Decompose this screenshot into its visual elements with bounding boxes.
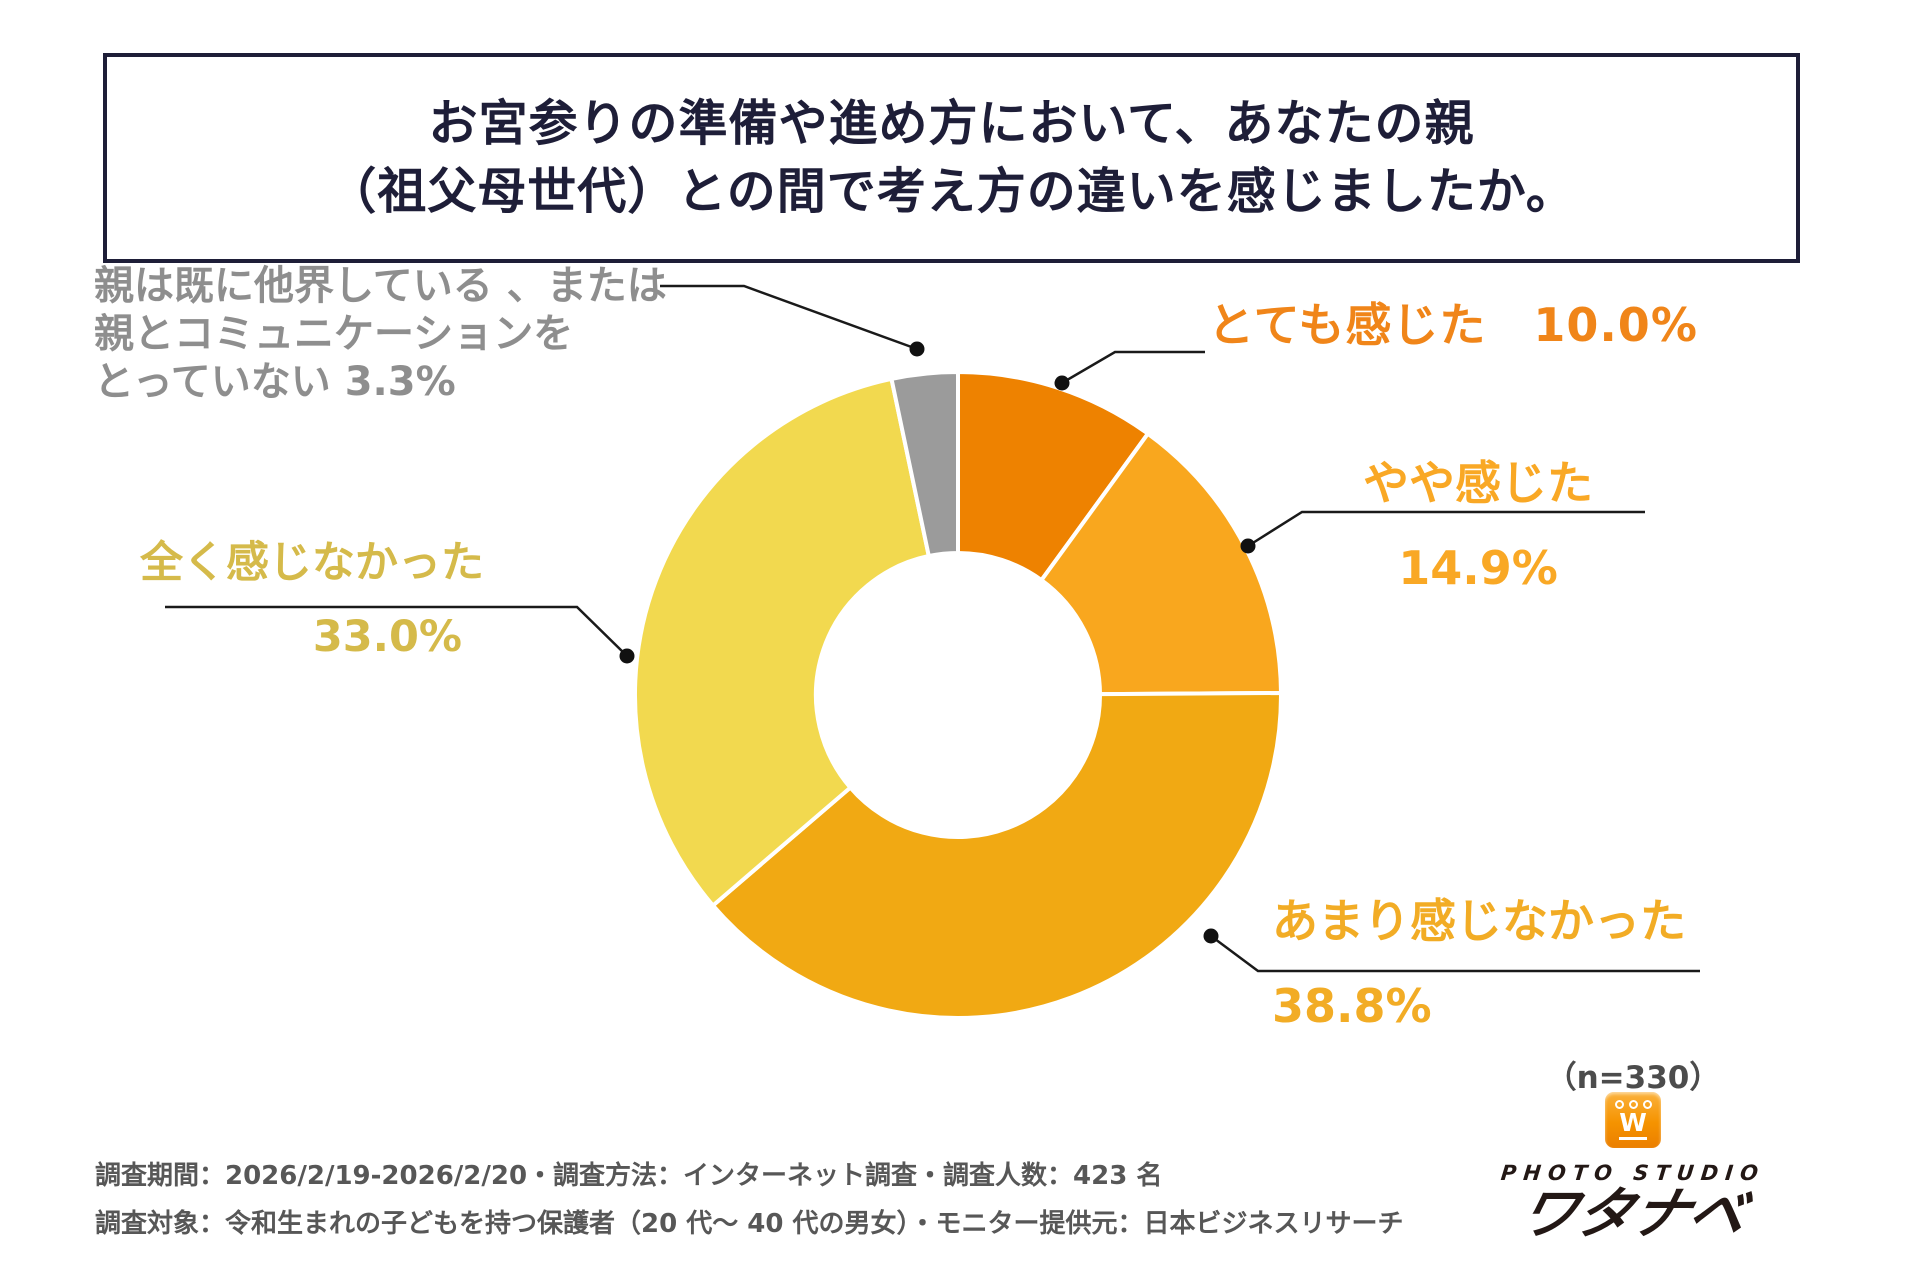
leader-dot [1054, 375, 1070, 391]
donut-segment [633, 376, 931, 908]
callout-label: やや感じた [1363, 456, 1593, 510]
leader-dot [619, 648, 635, 664]
callout-label: 全く感じなかった [140, 538, 484, 588]
watanabe-crown-badge-icon: W [1605, 1092, 1661, 1148]
logo-name-text: ワタナベ [1513, 1182, 1754, 1247]
leader-dot [909, 341, 925, 357]
callout-parents-passed-or-no-contact: 親は既に他界している 、または 親とコミュニケーションを とっていない 3.3% [94, 262, 667, 406]
callout-not-at-all-felt: 全く感じなかった 33.0% [140, 538, 484, 663]
footnote-line-1: 調査期間：2026/2/19-2026/2/20・調査方法：インターネット調査・… [95, 1161, 1163, 1191]
title-box: お宮参りの準備や進め方において、あなたの親 （祖父母世代）との間で考え方の違いを… [103, 53, 1800, 263]
callout-label: とても感じた 10.0% [1208, 298, 1698, 352]
donut-segment [1039, 431, 1283, 697]
callout-label: あまり感じなかった [1272, 894, 1686, 948]
leader-line [1247, 510, 1645, 548]
donut-segment [889, 369, 960, 558]
callout-not-really-felt: あまり感じなかった 38.8% [1272, 894, 1686, 1034]
callout-percent: とっていない 3.3% [94, 359, 456, 405]
title-line-2: （祖父母世代）との間で考え方の違いを感じましたか。 [327, 163, 1576, 220]
leader-line [165, 605, 628, 657]
callout-percent: 14.9% [1398, 541, 1558, 596]
callout-label: 親とコミュニケーションを [94, 311, 574, 357]
leader-line [660, 284, 918, 351]
callout-somewhat-felt: やや感じた 14.9% [1310, 456, 1646, 596]
donut-segment [956, 370, 1150, 583]
callout-percent: 38.8% [1272, 979, 1432, 1034]
donut-segment [711, 691, 1284, 1020]
callout-label: 親は既に他界している 、または [94, 263, 667, 309]
leader-dot [1240, 538, 1256, 554]
photo-studio-watanabe-logo: W PHOTO STUDIO ワタナベ [1455, 1092, 1811, 1247]
crown-dots-icon [1614, 1100, 1652, 1109]
title-line-1: お宮参りの準備や進め方において、あなたの親 [428, 95, 1475, 153]
callout-very-felt: とても感じた 10.0% [1208, 298, 1698, 353]
leader-dot [1203, 928, 1219, 944]
leader-line [1210, 934, 1700, 973]
survey-footnote: 調査期間：2026/2/19-2026/2/20・調査方法：インターネット調査・… [95, 1152, 1404, 1248]
leader-line [1061, 350, 1205, 385]
footnote-line-2: 調査対象：令和生まれの子どもを持つ保護者（20 代〜 40 代の男女）・モニター… [95, 1209, 1404, 1240]
sample-size-note: （n=330） [1545, 1060, 1721, 1096]
callout-percent: 33.0% [312, 611, 462, 662]
w-letter-icon: W [1619, 1110, 1647, 1140]
